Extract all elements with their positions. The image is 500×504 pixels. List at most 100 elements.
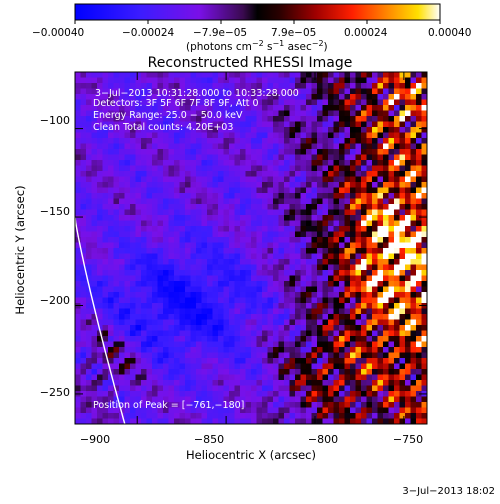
heatmap-cell — [130, 336, 136, 342]
heatmap-cell — [256, 237, 263, 243]
heatmap-cell — [124, 352, 131, 359]
heatmap-cell — [399, 292, 406, 298]
heatmap-cell — [119, 149, 125, 155]
heatmap-cell — [306, 83, 312, 89]
heatmap-cell — [141, 292, 147, 298]
heatmap-cell — [240, 154, 246, 161]
heatmap-cell — [251, 270, 257, 276]
heatmap-cell — [157, 165, 164, 172]
heatmap-cell — [399, 330, 406, 337]
heatmap-cell — [75, 72, 81, 78]
heatmap-cell — [355, 347, 362, 353]
heatmap-cell — [179, 363, 186, 370]
heatmap-cell — [317, 297, 323, 304]
heatmap-cell — [196, 363, 202, 370]
heatmap-cell — [119, 83, 125, 89]
heatmap-cell — [245, 253, 252, 260]
heatmap-cell — [289, 116, 296, 122]
heatmap-cell — [212, 418, 219, 424]
heatmap-cell — [289, 347, 296, 353]
heatmap-cell — [185, 209, 191, 216]
heatmap-cell — [97, 336, 103, 342]
heatmap-cell — [394, 363, 400, 370]
heatmap-cell — [284, 165, 290, 172]
heatmap-cell — [146, 396, 153, 403]
heatmap-cell — [113, 264, 120, 271]
heatmap-cell — [185, 303, 191, 309]
heatmap-cell — [361, 363, 367, 370]
heatmap-cell — [295, 259, 301, 265]
heatmap-cell — [394, 253, 400, 260]
heatmap-cell — [124, 171, 131, 177]
heatmap-cell — [284, 270, 290, 276]
heatmap-cell — [97, 380, 103, 386]
heatmap-cell — [185, 314, 191, 320]
heatmap-cell — [80, 77, 87, 84]
heatmap-cell — [80, 176, 87, 183]
heatmap-cell — [383, 209, 389, 216]
heatmap-cell — [306, 319, 312, 326]
heatmap-cell — [141, 413, 147, 419]
heatmap-cell — [174, 407, 180, 414]
heatmap-cell — [350, 105, 356, 111]
heatmap-cell — [410, 105, 417, 111]
heatmap-cell — [146, 127, 153, 133]
heatmap-cell — [196, 270, 202, 276]
heatmap-cell — [108, 275, 114, 282]
heatmap-cell — [163, 77, 169, 84]
heatmap-cell — [179, 347, 186, 353]
heatmap-cell — [388, 314, 395, 320]
heatmap-cell — [284, 347, 290, 353]
heatmap-cell — [361, 396, 367, 403]
heatmap-cell — [130, 187, 136, 194]
heatmap-cell — [405, 220, 411, 227]
heatmap-cell — [267, 385, 274, 392]
heatmap-cell — [86, 209, 92, 216]
heatmap-cell — [267, 374, 274, 381]
heatmap-cell — [377, 116, 384, 122]
heatmap-cell — [394, 226, 400, 232]
heatmap-cell — [190, 270, 197, 276]
heatmap-cell — [410, 336, 417, 342]
heatmap-cell — [421, 132, 427, 139]
heatmap-cell — [256, 341, 263, 348]
heatmap-cell — [273, 99, 279, 106]
heatmap-cell — [262, 369, 268, 375]
heatmap-cell — [295, 220, 301, 227]
heatmap-cell — [394, 220, 400, 227]
heatmap-cell — [306, 314, 312, 320]
heatmap-cell — [295, 171, 301, 177]
heatmap-cell — [333, 385, 340, 392]
heatmap-cell — [333, 132, 340, 139]
heatmap-cell — [212, 341, 219, 348]
heatmap-cell — [234, 83, 241, 89]
heatmap-cell — [185, 116, 191, 122]
heatmap-cell — [322, 154, 329, 161]
heatmap-cell — [240, 264, 246, 271]
heatmap-cell — [146, 99, 153, 106]
heatmap-cell — [135, 275, 142, 282]
heatmap-cell — [251, 402, 257, 408]
heatmap-cell — [388, 83, 395, 89]
heatmap-cell — [399, 171, 406, 177]
heatmap-cell — [284, 286, 290, 293]
heatmap-cell — [229, 253, 235, 260]
heatmap-cell — [322, 319, 329, 326]
heatmap-cell — [394, 83, 400, 89]
heatmap-cell — [256, 138, 263, 144]
heatmap-cell — [130, 110, 136, 117]
heatmap-cell — [229, 204, 235, 210]
heatmap-cell — [284, 330, 290, 337]
heatmap-cell — [405, 171, 411, 177]
heatmap-cell — [190, 237, 197, 243]
heatmap-cell — [113, 396, 120, 403]
heatmap-cell — [157, 237, 164, 243]
heatmap-cell — [245, 325, 252, 331]
heatmap-cell — [333, 347, 340, 353]
heatmap-cell — [163, 363, 169, 370]
heatmap-cell — [141, 248, 147, 254]
heatmap-cell — [278, 253, 285, 260]
heatmap-cell — [80, 264, 87, 271]
heatmap-cell — [278, 121, 285, 128]
heatmap-cell — [328, 292, 334, 298]
